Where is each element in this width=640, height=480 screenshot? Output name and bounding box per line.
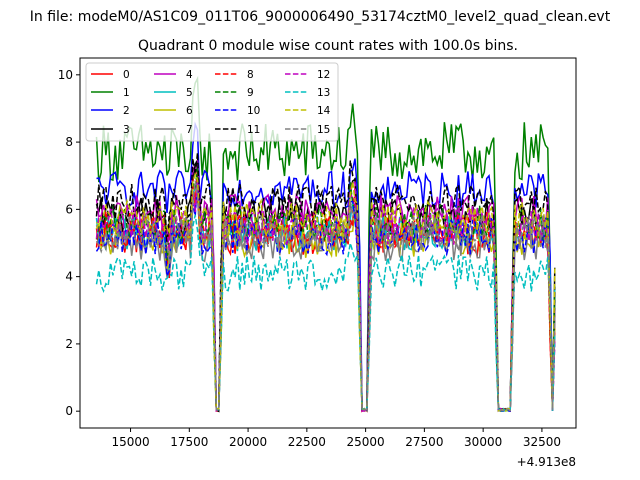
y-tick-label: 6 (65, 202, 73, 216)
legend-label-9: 9 (247, 87, 254, 99)
x-axis-offset-label: +4.913e8 (517, 455, 576, 469)
legend-label-2: 2 (123, 105, 130, 117)
x-axis: 15000 17500 20000 22500 25000 27500 30000 32500 (111, 428, 561, 449)
x-tick-label: 30000 (464, 435, 502, 449)
x-tick-label: 22500 (288, 435, 326, 449)
legend-label-8: 8 (247, 69, 254, 81)
legend-label-7: 7 (186, 124, 193, 136)
x-tick-label: 20000 (229, 435, 267, 449)
x-tick-label: 15000 (111, 435, 149, 449)
y-axis: 0 2 4 6 8 10 (58, 68, 80, 418)
legend-label-15: 15 (317, 124, 330, 136)
legend-label-0: 0 (123, 69, 130, 81)
legend-frame (85, 62, 339, 142)
x-tick-label: 25000 (347, 435, 385, 449)
series-layer (95, 75, 556, 413)
y-tick-label: 8 (65, 135, 73, 149)
y-tick-label: 2 (65, 337, 73, 351)
legend-label-10: 10 (247, 105, 260, 117)
legend-label-14: 14 (317, 105, 331, 117)
y-tick-label: 4 (65, 270, 73, 284)
x-tick-label: 27500 (405, 435, 443, 449)
legend-label-4: 4 (186, 69, 193, 81)
series-line-14 (95, 172, 556, 412)
chart-title: Quadrant 0 module wise count rates with … (138, 38, 518, 54)
legend-label-6: 6 (186, 105, 193, 117)
legend-label-5: 5 (186, 87, 193, 99)
plot-area: 15000 17500 20000 22500 25000 27500 30000 32500… (58, 57, 577, 449)
figure-suptitle: In file: modeM0/AS1C09_011T06_9000006490… (30, 9, 611, 25)
legend-label-11: 11 (247, 124, 260, 136)
legend-label-3: 3 (123, 124, 130, 136)
y-tick-label: 10 (58, 68, 73, 82)
y-tick-label: 0 (65, 404, 73, 418)
series-line-12 (95, 179, 556, 412)
legend-label-12: 12 (317, 69, 330, 81)
legend-label-13: 13 (317, 87, 330, 99)
axes-frame (79, 57, 577, 429)
series-line-13 (95, 214, 556, 412)
legend-label-1: 1 (123, 87, 130, 99)
series-line-15 (95, 180, 556, 412)
x-tick-label: 32500 (523, 435, 561, 449)
series-line-7 (95, 198, 556, 412)
x-tick-label: 17500 (170, 435, 208, 449)
